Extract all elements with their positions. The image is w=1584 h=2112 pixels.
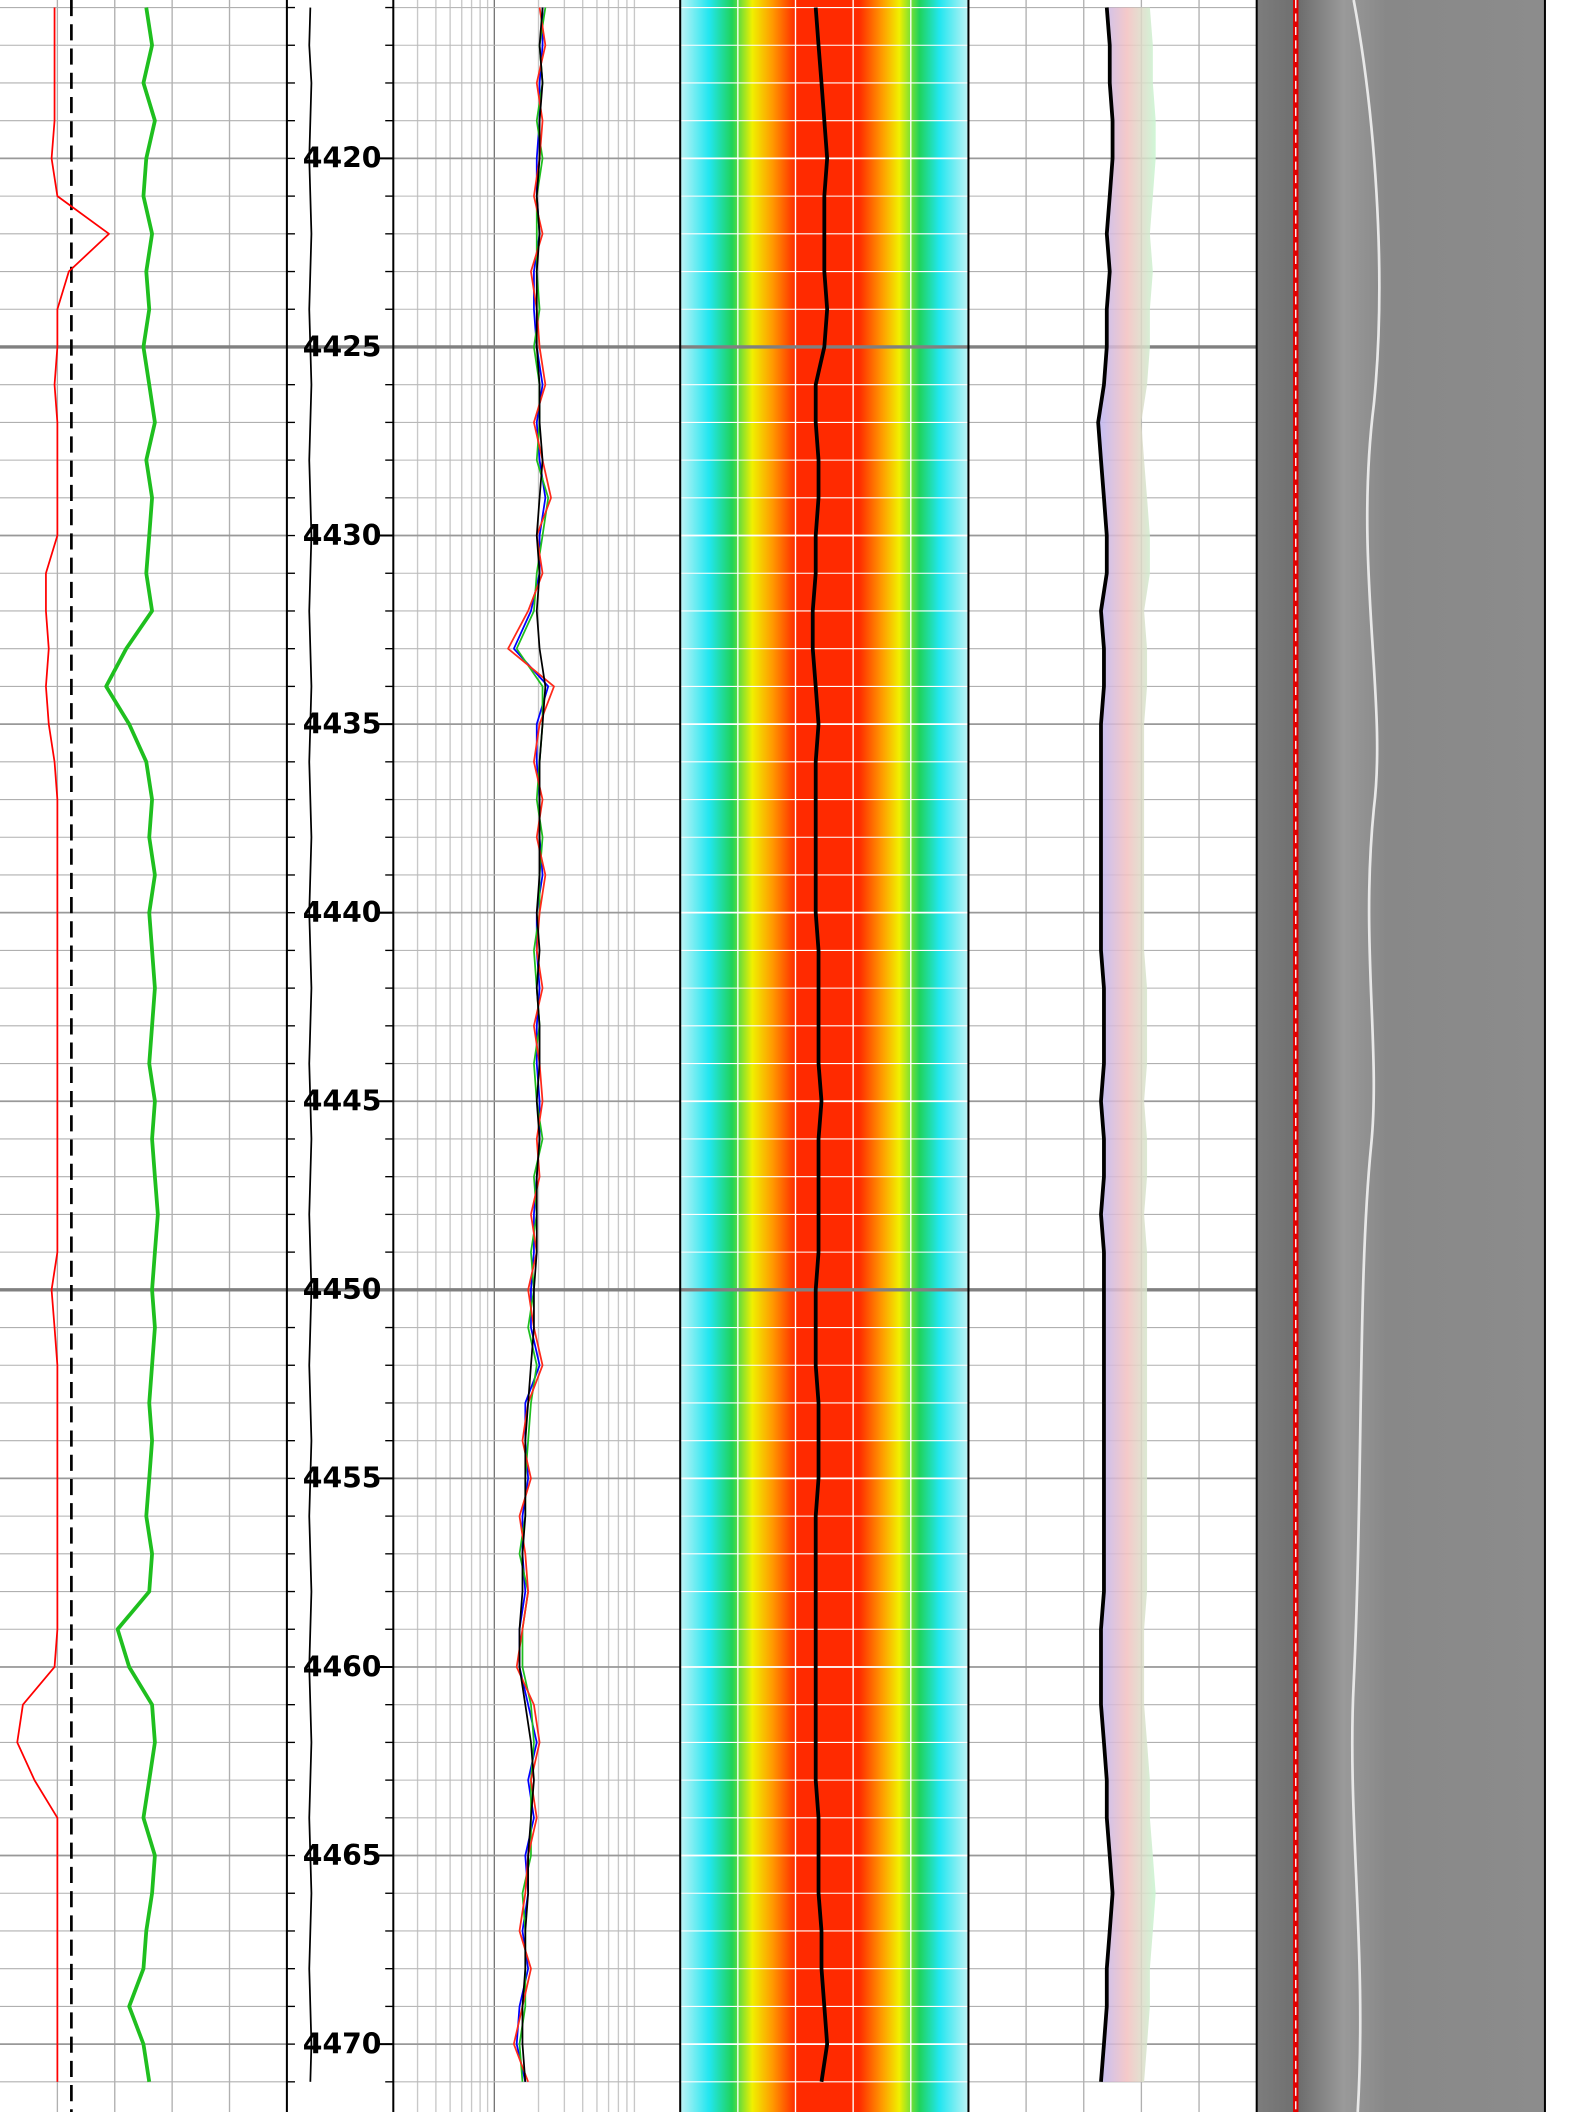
log-curve xyxy=(1096,7,1115,2082)
depth-label: 4465 xyxy=(303,1839,382,1872)
depth-label: 4455 xyxy=(303,1462,382,1495)
log-curve xyxy=(810,7,830,2083)
curves xyxy=(16,7,1156,2083)
depth-label: 4460 xyxy=(303,1650,382,1683)
wiggle-trace xyxy=(1350,0,1381,2112)
heatmap-image xyxy=(680,0,969,2112)
depth-label: 4430 xyxy=(303,519,382,552)
depth-labels: 4420 4425 4430 4435 4440 4445 4450 4455 4460 4465… xyxy=(303,142,382,2061)
depth-label: 4435 xyxy=(303,707,382,740)
depth-label: 4425 xyxy=(303,330,382,363)
curve-fill xyxy=(1098,7,1156,2082)
log-curve xyxy=(518,7,547,2082)
depth-label: 4420 xyxy=(303,142,382,175)
seismic-image xyxy=(1256,0,1545,2112)
log-curve xyxy=(16,7,110,2082)
depth-label: 4450 xyxy=(303,1273,382,1306)
depth-label: 4470 xyxy=(303,2027,382,2060)
log-curve xyxy=(507,7,555,2083)
frame xyxy=(285,0,1546,2112)
grid xyxy=(0,0,1257,2112)
depth-label: 4445 xyxy=(303,1085,382,1118)
log-curve xyxy=(104,7,160,2083)
depth-label: 4440 xyxy=(303,896,382,929)
log-curve xyxy=(308,7,313,2082)
